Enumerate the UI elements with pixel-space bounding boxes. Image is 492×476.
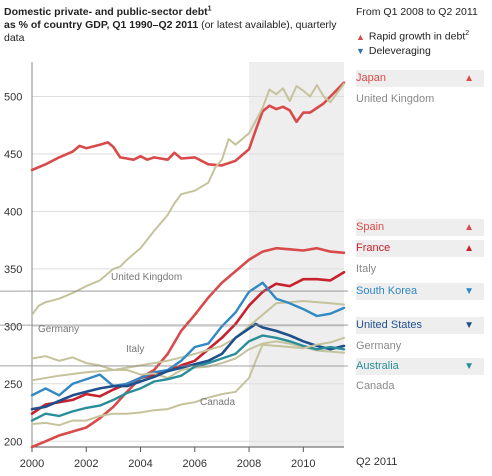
side-label-united-kingdom: United Kingdom xyxy=(356,91,484,108)
series-line-united-states xyxy=(30,322,346,411)
y-tick-label: 500 xyxy=(4,91,22,103)
side-label-name: France xyxy=(356,242,391,254)
series-line-south-korea xyxy=(30,281,346,397)
side-label-name: South Korea xyxy=(356,285,418,297)
side-label-name: Australia xyxy=(356,360,399,372)
side-label-name: Japan xyxy=(356,72,386,84)
side-label-name: United States xyxy=(356,319,423,331)
side-label-spain: Spain ▲ xyxy=(356,219,484,236)
title-bold: Domestic private- and public-sector debt xyxy=(4,6,208,18)
down-triangle-icon: ▼ xyxy=(356,46,365,56)
side-label-name: Italy xyxy=(356,263,377,275)
up-triangle-icon: ▲ xyxy=(464,222,474,233)
series-line-united-kingdom xyxy=(31,82,345,316)
side-label-name: Germany xyxy=(356,340,402,352)
x-end-label: Q2 2011 xyxy=(356,456,398,468)
series-line-spain xyxy=(30,246,346,449)
side-label-name: United Kingdom xyxy=(356,93,435,105)
series-line-germany xyxy=(31,340,345,379)
side-label-australia: Australia ▼ xyxy=(356,358,484,375)
series-line-canada xyxy=(31,336,345,427)
side-label-united-states: United States ▼ xyxy=(356,317,484,334)
side-label-france: France ▲ xyxy=(356,240,484,257)
side-label-name: Canada xyxy=(356,380,395,392)
up-triangle-icon: ▲ xyxy=(356,31,365,42)
title-rest: (or latest available), quarterly data xyxy=(4,19,337,44)
shaded-period-band xyxy=(249,62,344,447)
side-label-japan: Japan ▲ xyxy=(356,70,484,87)
down-triangle-icon: ▼ xyxy=(464,320,474,331)
down-triangle-icon: ▼ xyxy=(464,361,474,372)
x-tick-label: 2008 xyxy=(237,458,261,470)
debt-line-chart: 200 250 300 350 400 450 500 2000 2002 2004 2006 200… xyxy=(0,62,348,470)
up-triangle-icon: ▲ xyxy=(464,243,474,254)
chart-title: Domestic private- and public-sector debt… xyxy=(4,6,344,45)
series-line-japan xyxy=(30,81,346,172)
side-label-canada: Canada xyxy=(356,378,484,395)
legend-rapid-growth-label: Rapid growth in debt xyxy=(368,30,466,43)
legend-deleveraging-label: Deleveraging xyxy=(368,45,431,57)
up-triangle-icon: ▲ xyxy=(464,73,474,84)
series-line-france xyxy=(30,271,346,415)
country-label-column: Japan ▲ United Kingdom Spain ▲ France ▲ Italy So… xyxy=(348,0,492,476)
inline-label-canada: Canada xyxy=(200,397,235,408)
legend-rapid-growth: ▲ Rapid growth in debt2 xyxy=(356,30,469,43)
series-line-italy xyxy=(31,300,345,382)
y-tick-label: 450 xyxy=(4,149,22,161)
inline-label-united-kingdom: United Kingdom xyxy=(111,272,182,283)
legend-period: From Q1 2008 to Q2 2011 xyxy=(356,6,478,18)
side-label-germany: Germany xyxy=(356,338,484,355)
y-tick-label: 350 xyxy=(4,264,22,276)
side-label-south-korea: South Korea ▼ xyxy=(356,283,484,300)
down-triangle-icon: ▼ xyxy=(464,286,474,297)
y-tick-label: 250 xyxy=(4,379,22,391)
legend-deleveraging: ▼ Deleveraging xyxy=(356,45,431,57)
title-bold-2: as % of country GDP, Q1 1990–Q2 2011 xyxy=(4,19,199,31)
y-tick-label: 200 xyxy=(4,436,22,448)
inline-label-germany: Germany xyxy=(38,324,79,335)
series-line-australia xyxy=(30,334,346,422)
title-footnote-1: 1 xyxy=(207,5,212,13)
x-tick-label: 2006 xyxy=(183,458,207,470)
side-label-name: Spain xyxy=(356,221,385,233)
y-tick-label: 300 xyxy=(4,321,22,333)
legend-footnote-2: 2 xyxy=(465,30,470,37)
x-tick-label: 2002 xyxy=(74,458,98,470)
inline-label-italy: Italy xyxy=(126,344,144,355)
x-tick-label: 2004 xyxy=(128,458,152,470)
side-label-italy: Italy xyxy=(356,261,484,278)
x-tick-label: 2010 xyxy=(291,458,315,470)
x-tick-label: 2000 xyxy=(20,458,44,470)
y-tick-label: 400 xyxy=(4,206,22,218)
